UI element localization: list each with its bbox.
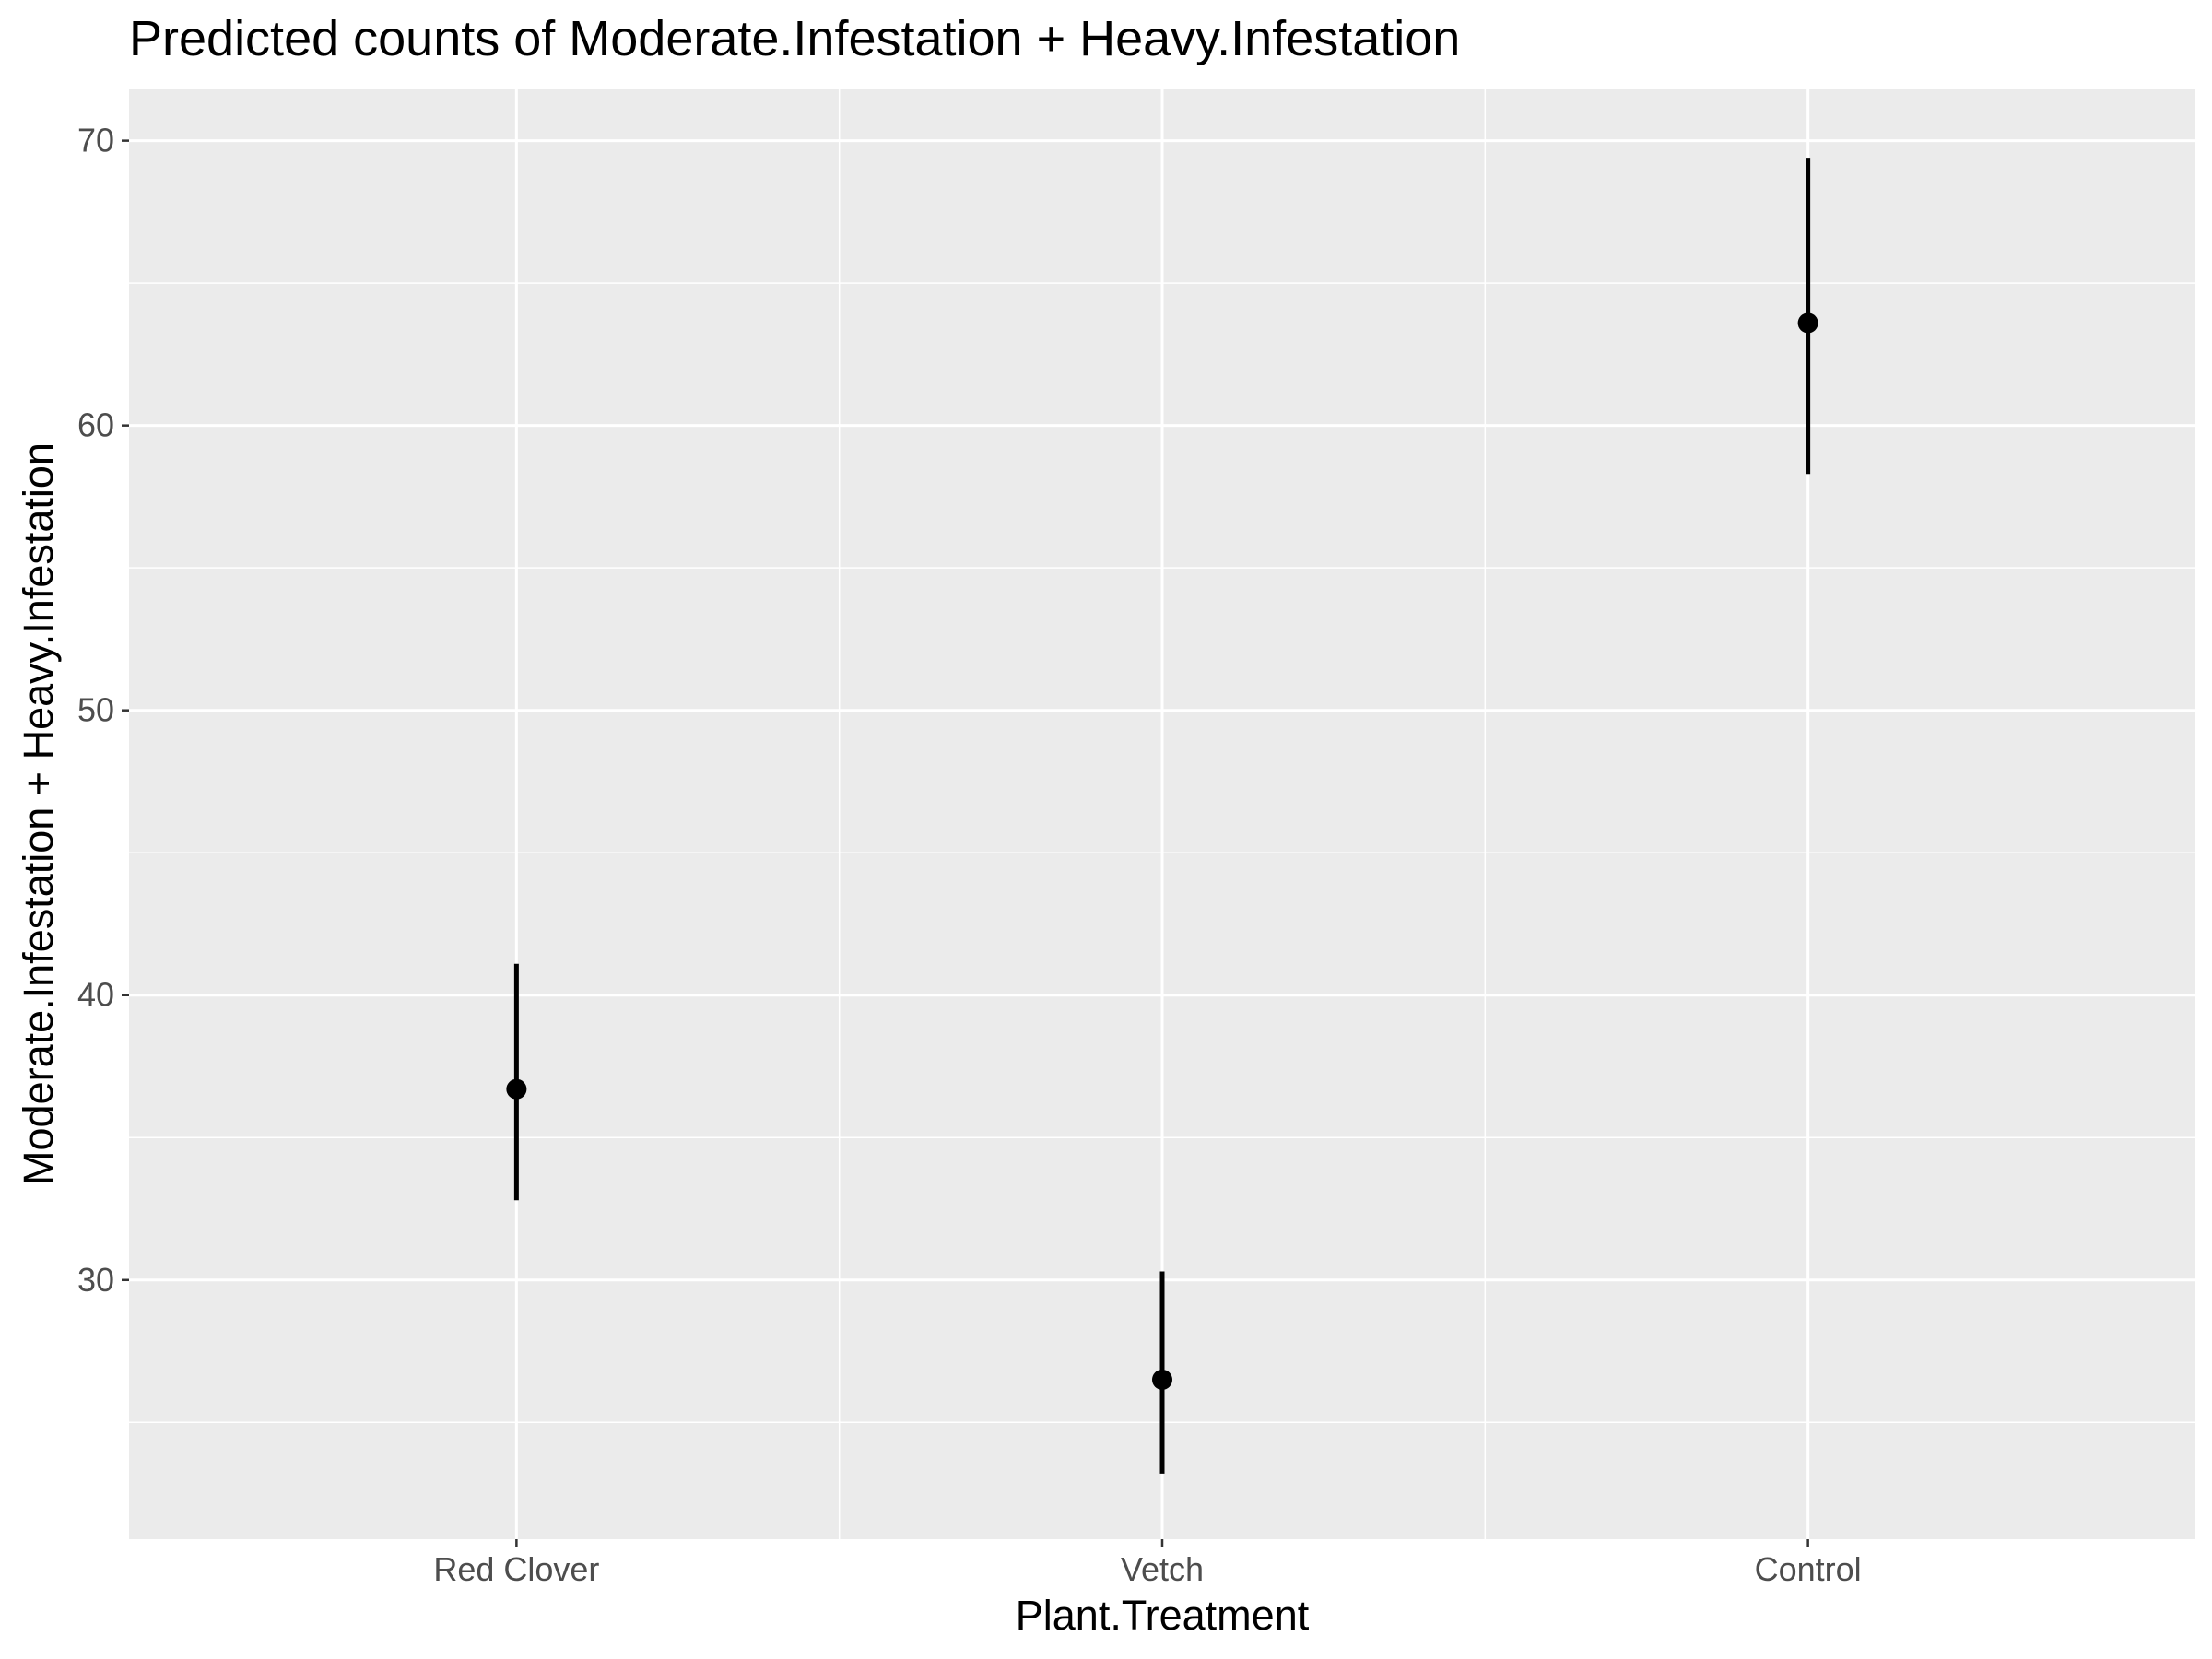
x-tick-label: Vetch: [1121, 1550, 1204, 1588]
axis-ticks: 30 40 50 60 70 Red Clover Vetch Control: [77, 122, 1862, 1588]
y-tick-label: 50: [77, 691, 114, 729]
x-tick-label: Control: [1755, 1550, 1862, 1588]
y-tick-label: 70: [77, 122, 114, 159]
y-axis-title: Moderate.Infestation + Heavy.Infestation: [15, 442, 62, 1185]
data-point: [1152, 1369, 1172, 1390]
y-tick-label: 60: [77, 406, 114, 444]
chart-title: Predicted counts of Moderate.Infestation…: [129, 11, 1460, 66]
data-point: [506, 1078, 527, 1100]
y-tick-label: 40: [77, 976, 114, 1014]
data-point: [1797, 312, 1818, 334]
x-tick-label: Red Clover: [433, 1550, 599, 1588]
data-marks: [506, 158, 1818, 1474]
x-axis-title: Plant.Treatment: [1016, 1592, 1310, 1639]
y-tick-label: 30: [77, 1261, 114, 1299]
grid: [129, 89, 2195, 1539]
